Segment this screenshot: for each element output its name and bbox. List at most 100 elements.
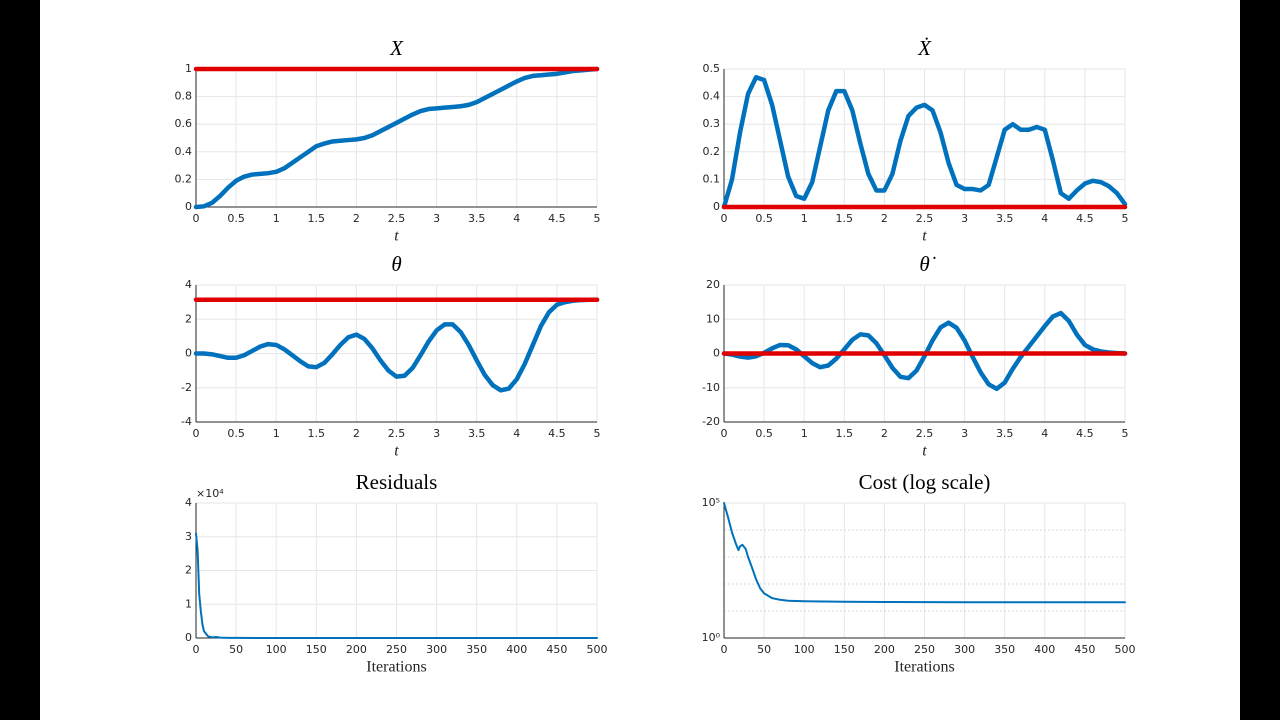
x-tick-label: 1 <box>273 212 280 225</box>
x-tick-label: 200 <box>346 643 367 656</box>
x-tick-label: 0 <box>721 643 728 656</box>
chart-title: X <box>389 36 404 60</box>
y-tick-label: -2 <box>181 381 192 394</box>
x-tick-label: 0.5 <box>755 427 773 440</box>
x-tick-label: 1.5 <box>308 427 326 440</box>
x-tick-label: 4 <box>513 212 520 225</box>
y-tick-label: 3 <box>185 530 192 543</box>
x-tick-label: 4.5 <box>548 427 566 440</box>
data-line <box>195 532 598 639</box>
x-tick-label: 0 <box>721 212 728 225</box>
x-axis-label: t <box>394 443 399 460</box>
x-tick-label: 150 <box>306 643 327 656</box>
y-tick-label: 0 <box>713 200 720 213</box>
x-tick-label: 4 <box>1041 212 1048 225</box>
x-tick-label: 3.5 <box>996 212 1014 225</box>
x-tick-label: 1 <box>801 427 808 440</box>
x-tick-label: 1 <box>273 427 280 440</box>
x-tick-label: 2 <box>353 427 360 440</box>
x-tick-label: 0 <box>193 427 200 440</box>
y-tick-label: -4 <box>181 415 192 428</box>
data-line <box>723 502 1126 604</box>
x-tick-label: 5 <box>594 212 601 225</box>
y-tick-label: 0 <box>713 347 720 360</box>
x-tick-label: 100 <box>266 643 287 656</box>
x-tick-label: 50 <box>757 643 771 656</box>
data-line <box>193 66 600 210</box>
data-line <box>193 297 600 393</box>
y-tick-label: 2 <box>185 564 192 577</box>
x-tick-label: 150 <box>834 643 855 656</box>
x-tick-label: 100 <box>794 643 815 656</box>
x-tick-label: 2.5 <box>388 427 406 440</box>
x-tick-label: 1 <box>801 212 808 225</box>
y-tick-label: 2 <box>185 312 192 325</box>
x-tick-label: 1.5 <box>836 427 854 440</box>
x-tick-label: 200 <box>874 643 895 656</box>
x-tick-label: 450 <box>546 643 567 656</box>
y-tick-label: -10 <box>702 381 720 394</box>
x-tick-label: 400 <box>506 643 527 656</box>
x-tick-label: 0 <box>193 212 200 225</box>
x-tick-label: 5 <box>594 427 601 440</box>
x-tick-label: 0 <box>193 643 200 656</box>
x-axis-label: Iterations <box>366 659 426 676</box>
chart-title: θ <box>391 252 401 276</box>
x-tick-label: 4.5 <box>1076 427 1094 440</box>
y-tick-label: 10⁰ <box>702 631 721 644</box>
x-tick-label: 3 <box>961 427 968 440</box>
y-tick-label: 0.2 <box>703 145 721 158</box>
y-tick-label: 0.6 <box>175 117 193 130</box>
x-tick-label: 2.5 <box>916 427 934 440</box>
y-tick-label: 0.4 <box>703 90 721 103</box>
x-tick-label: 5 <box>1122 212 1129 225</box>
chart-title: Ẋ <box>917 36 932 60</box>
x-tick-label: 250 <box>914 643 935 656</box>
x-tick-label: 4.5 <box>1076 212 1094 225</box>
y-tick-label: 1 <box>185 597 192 610</box>
x-tick-label: 500 <box>1115 643 1136 656</box>
x-tick-label: 3 <box>433 427 440 440</box>
y-multiplier: ×10⁴ <box>196 487 224 500</box>
x-tick-label: 3.5 <box>468 212 486 225</box>
x-tick-label: 4 <box>513 427 520 440</box>
data-line <box>721 75 1128 210</box>
x-tick-label: 2 <box>353 212 360 225</box>
x-axis-label: t <box>922 443 927 460</box>
x-axis-label: t <box>922 228 927 245</box>
x-tick-label: 4.5 <box>548 212 566 225</box>
x-tick-label: 3 <box>433 212 440 225</box>
data-line <box>721 310 1128 392</box>
y-tick-label: 4 <box>185 496 192 509</box>
x-tick-label: 0.5 <box>755 212 773 225</box>
x-tick-label: 0.5 <box>227 212 245 225</box>
y-tick-label: 20 <box>706 278 720 291</box>
x-tick-label: 500 <box>587 643 608 656</box>
x-tick-label: 350 <box>466 643 487 656</box>
y-tick-label: 1 <box>185 62 192 75</box>
x-tick-label: 250 <box>386 643 407 656</box>
y-tick-label: 0.3 <box>703 117 721 130</box>
x-tick-label: 1.5 <box>836 212 854 225</box>
y-tick-label: 10⁵ <box>702 496 720 509</box>
y-tick-label: 0.5 <box>703 62 721 75</box>
x-tick-label: 300 <box>954 643 975 656</box>
x-tick-label: 0.5 <box>227 427 245 440</box>
x-tick-label: 300 <box>426 643 447 656</box>
y-tick-label: 0.8 <box>175 90 193 103</box>
y-tick-label: 0.1 <box>703 172 721 185</box>
x-tick-label: 3 <box>961 212 968 225</box>
figure-background <box>40 0 1240 720</box>
x-axis-label: Iterations <box>894 659 954 676</box>
y-tick-label: 0 <box>185 347 192 360</box>
x-tick-label: 4 <box>1041 427 1048 440</box>
x-tick-label: 2 <box>881 427 888 440</box>
y-tick-label: 0 <box>185 200 192 213</box>
y-tick-label: 0 <box>185 631 192 644</box>
chart-title: Cost (log scale) <box>859 470 991 494</box>
x-tick-label: 2 <box>881 212 888 225</box>
x-tick-label: 5 <box>1122 427 1129 440</box>
x-tick-label: 400 <box>1034 643 1055 656</box>
x-tick-label: 350 <box>994 643 1015 656</box>
